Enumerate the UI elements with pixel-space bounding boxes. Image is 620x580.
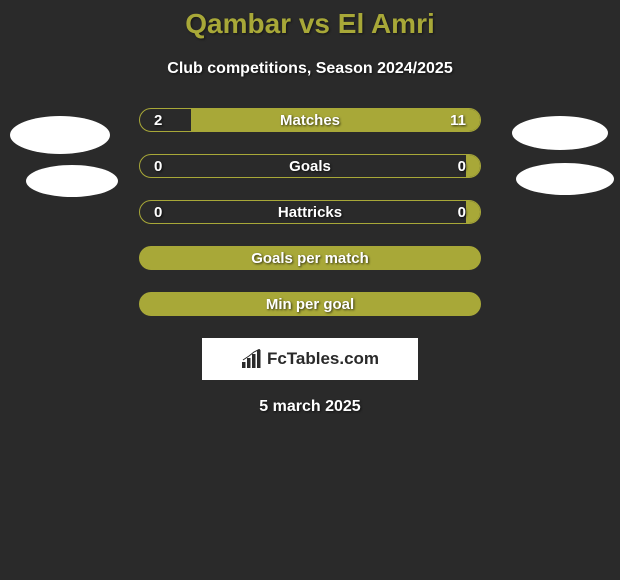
vs-text: vs: [299, 8, 330, 39]
stat-left-value: 2: [154, 112, 162, 129]
player1-name: Qambar: [185, 8, 291, 39]
player2-name: El Amri: [338, 8, 435, 39]
stat-bar-goals: 0 Goals 0: [139, 154, 481, 178]
stat-text-goals: 0 Goals 0: [140, 155, 480, 177]
brand-logo: FcTables.com: [241, 349, 379, 369]
stat-right-value: 0: [458, 204, 466, 221]
subtitle: Club competitions, Season 2024/2025: [0, 60, 620, 78]
chart-area: 2 Matches 11 0 Goals 0 0 Hattricks 0: [0, 108, 620, 416]
stat-text-matches: 2 Matches 11: [140, 109, 480, 131]
date-text: 5 march 2025: [0, 398, 620, 416]
stat-right-value: 11: [450, 112, 466, 129]
stat-label: Goals: [289, 158, 331, 175]
stat-label: Hattricks: [278, 204, 342, 221]
avatar-left-1: [10, 116, 110, 154]
stat-text-hattricks: 0 Hattricks 0: [140, 201, 480, 223]
stat-label: Matches: [280, 112, 340, 129]
stat-bar-gpm: Goals per match: [139, 246, 481, 270]
brand-box: FcTables.com: [202, 338, 418, 380]
stat-left-value: 0: [154, 158, 162, 175]
stat-label: Min per goal: [266, 296, 354, 313]
avatar-right-1: [512, 116, 608, 150]
bars-icon: [241, 349, 263, 369]
brand-text: FcTables.com: [267, 349, 379, 369]
stat-bar-mpg: Min per goal: [139, 292, 481, 316]
avatar-right-2: [516, 163, 614, 195]
avatar-left-2: [26, 165, 118, 197]
comparison-title: Qambar vs El Amri: [0, 8, 620, 40]
stat-bar-hattricks: 0 Hattricks 0: [139, 200, 481, 224]
stat-bar-matches: 2 Matches 11: [139, 108, 481, 132]
stat-label: Goals per match: [251, 250, 369, 267]
stat-left-value: 0: [154, 204, 162, 221]
stat-right-value: 0: [458, 158, 466, 175]
